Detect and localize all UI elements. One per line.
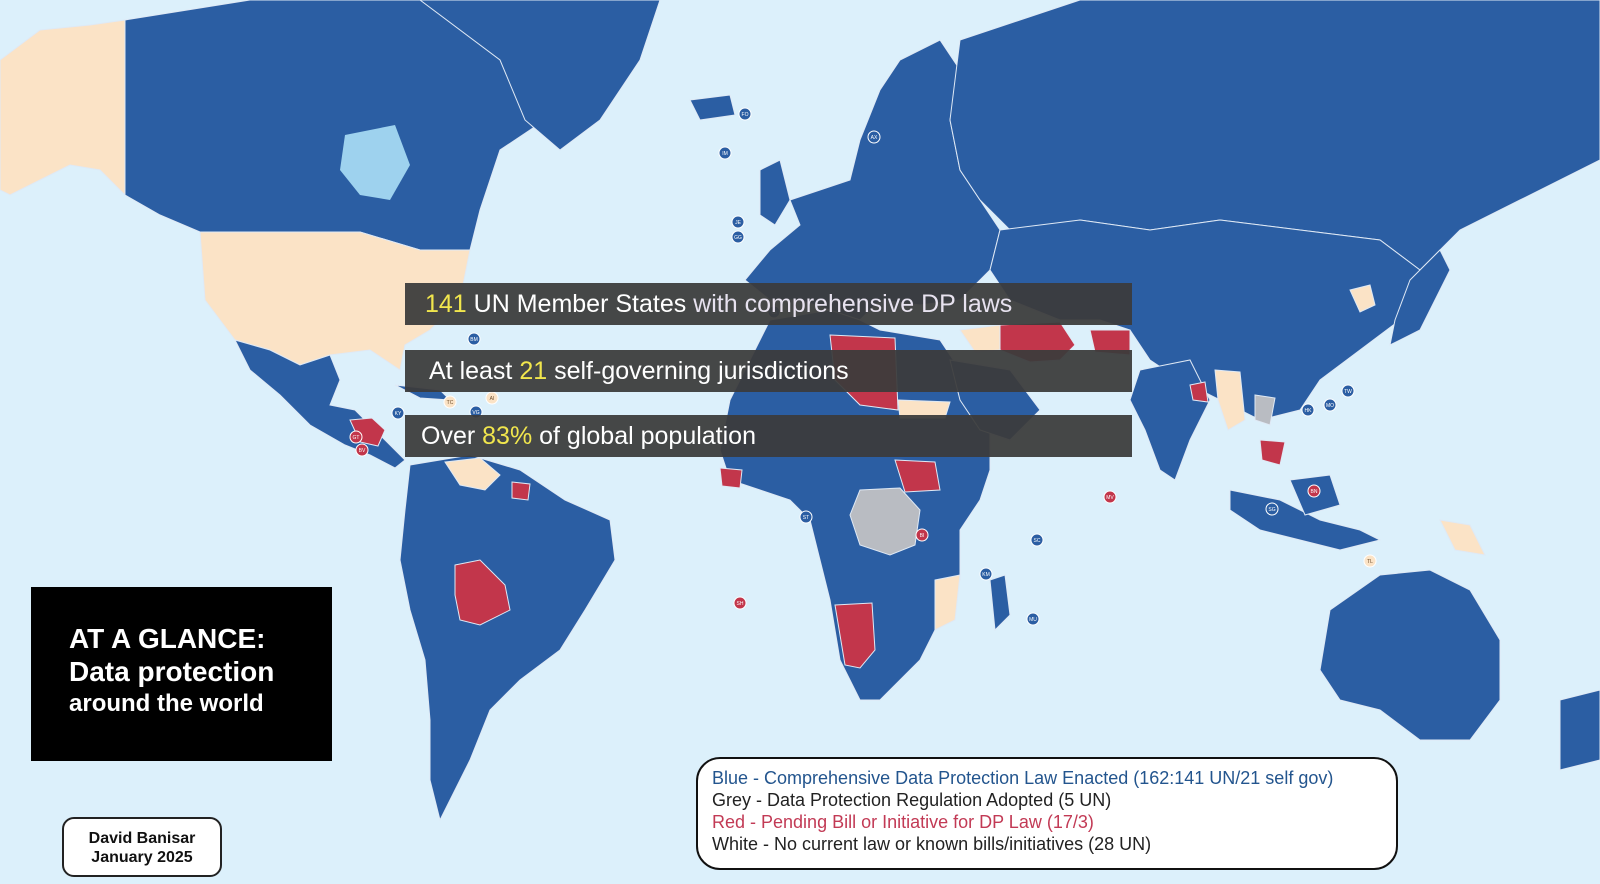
stat-pop-rest: of global population bbox=[539, 422, 756, 450]
svg-text:BI: BI bbox=[920, 533, 925, 539]
stat-pop-percent: 83% bbox=[482, 422, 533, 450]
stat-self-count: 21 bbox=[519, 357, 548, 385]
svg-text:MO: MO bbox=[1326, 403, 1334, 409]
madagascar-region bbox=[989, 574, 1011, 632]
svg-text:GG: GG bbox=[734, 235, 742, 241]
svg-text:JE: JE bbox=[735, 220, 742, 226]
svg-text:MU: MU bbox=[1029, 617, 1037, 623]
venezuela-none bbox=[444, 457, 501, 491]
svg-text:SH: SH bbox=[737, 601, 744, 607]
japan-region bbox=[1389, 249, 1451, 346]
svg-text:BV: BV bbox=[359, 448, 366, 454]
stat-un-rest: with comprehensive DP laws bbox=[693, 290, 1013, 318]
hudson-bay bbox=[340, 125, 410, 200]
cambodia-pending bbox=[1259, 439, 1286, 466]
alaska-region bbox=[0, 19, 126, 197]
svg-text:AX: AX bbox=[871, 135, 878, 141]
svg-text:HK: HK bbox=[1305, 408, 1313, 414]
map-legend: Blue - Comprehensive Data Protection Law… bbox=[696, 757, 1398, 870]
svg-text:MV: MV bbox=[1106, 495, 1114, 501]
north-korea-none bbox=[1349, 284, 1376, 313]
author-name: David Banisar bbox=[88, 830, 196, 847]
sudan-pending bbox=[894, 459, 941, 493]
legend-item-grey: Grey - Data Protection Regulation Adopte… bbox=[712, 790, 1112, 810]
stat-un-label: UN Member States bbox=[473, 290, 687, 318]
svg-text:TC: TC bbox=[447, 400, 454, 406]
title-subheading: Data protection bbox=[69, 656, 275, 687]
uk-region bbox=[759, 159, 791, 226]
stat-pop-prefix: Over bbox=[421, 422, 476, 450]
svg-text:KM: KM bbox=[982, 572, 990, 578]
south-america-region bbox=[399, 454, 616, 822]
svg-text:BN: BN bbox=[1311, 489, 1318, 495]
author-date: January 2025 bbox=[91, 849, 193, 866]
svg-text:KY: KY bbox=[395, 411, 402, 417]
drc-grey bbox=[849, 487, 921, 556]
se-asia-none bbox=[1214, 369, 1246, 431]
stat-self-prefix: At least bbox=[429, 357, 513, 385]
india-region bbox=[1129, 359, 1211, 481]
stat-self-rest: self-governing jurisdictions bbox=[554, 357, 849, 385]
stat-un-count: 141 bbox=[425, 290, 467, 318]
mozambique-none bbox=[934, 574, 961, 631]
greenland-region bbox=[419, 0, 661, 151]
bangladesh-pending bbox=[1189, 381, 1209, 403]
guyana-pending bbox=[511, 481, 531, 501]
sierra-leone-pending bbox=[719, 467, 743, 489]
author-card: David Banisar January 2025 bbox=[62, 817, 222, 877]
namibia-pending bbox=[834, 602, 876, 669]
title-heading: AT A GLANCE: bbox=[69, 623, 266, 654]
png-none bbox=[1439, 519, 1486, 556]
svg-text:FO: FO bbox=[742, 112, 749, 118]
svg-text:SG: SG bbox=[1268, 507, 1275, 513]
stat-un-member-states: 141 UN Member States with comprehensive … bbox=[405, 283, 1132, 325]
bolivia-pending bbox=[454, 559, 511, 626]
svg-text:IM: IM bbox=[722, 151, 728, 157]
legend-item-blue: Blue - Comprehensive Data Protection Law… bbox=[712, 768, 1334, 788]
new-zealand-region bbox=[1559, 689, 1600, 771]
laos-grey bbox=[1254, 394, 1276, 426]
australia-region bbox=[1319, 569, 1501, 741]
svg-text:SC: SC bbox=[1034, 538, 1041, 544]
stat-global-population: Over 83% of global population bbox=[405, 415, 1132, 457]
svg-text:GT: GT bbox=[353, 435, 360, 441]
legend-item-red: Red - Pending Bill or Initiative for DP … bbox=[712, 812, 1094, 832]
stat-self-governing: At least 21 self-governing jurisdictions bbox=[405, 350, 1132, 392]
svg-text:TW: TW bbox=[1344, 389, 1352, 395]
iceland-region bbox=[689, 94, 736, 121]
legend-item-white: White - No current law or known bills/in… bbox=[712, 834, 1152, 854]
svg-text:ST: ST bbox=[803, 515, 809, 521]
svg-text:TL: TL bbox=[1367, 559, 1373, 565]
svg-text:AI: AI bbox=[490, 396, 495, 402]
svg-text:BM: BM bbox=[470, 337, 478, 343]
title-card: AT A GLANCE: Data protection around the … bbox=[31, 587, 332, 761]
svg-text:VG: VG bbox=[472, 410, 479, 416]
title-tagline: around the world bbox=[69, 690, 264, 717]
